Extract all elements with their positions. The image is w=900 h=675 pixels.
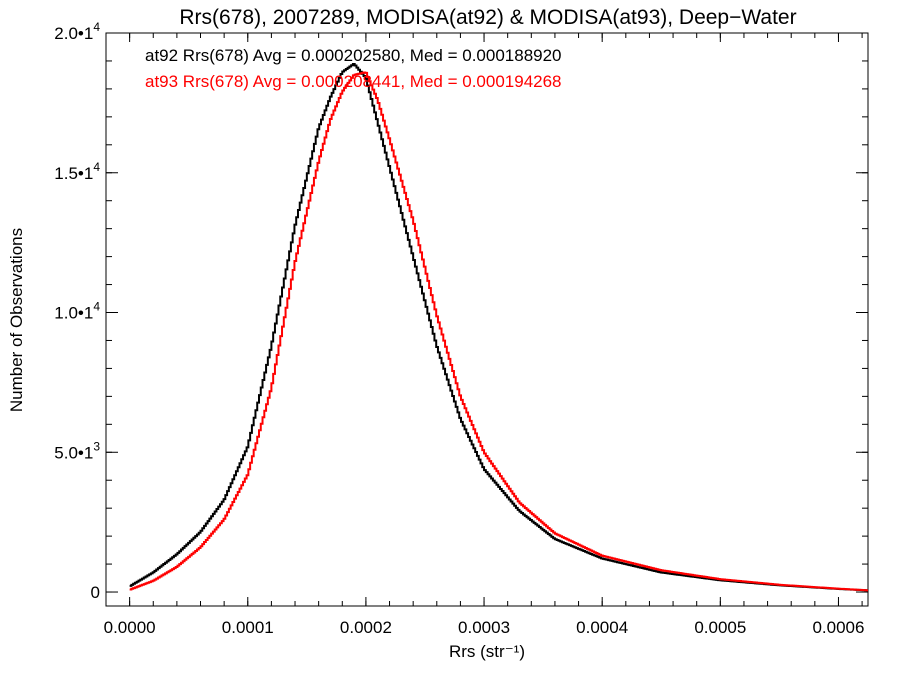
x-tick-label: 0.0001 (222, 618, 274, 637)
series-layer (129, 62, 868, 592)
y-tick-label: 1.0•14 (54, 300, 100, 323)
plot-frame (105, 32, 869, 607)
y-tick-label: 0 (91, 583, 100, 602)
x-tick-label: 0.0002 (340, 618, 392, 637)
plot-area (105, 32, 869, 607)
x-axis-label: Rrs (str⁻¹) (449, 642, 525, 661)
x-tick-label: 0.0004 (576, 618, 628, 637)
y-tick-label: 5.0•13 (54, 439, 100, 462)
annotation-at92: at92 Rrs(678) Avg = 0.000202580, Med = 0… (145, 46, 562, 65)
series-line-at92 (129, 62, 868, 592)
chart-title: Rrs(678), 2007289, MODISA(at92) & MODISA… (179, 6, 796, 29)
x-tick-label: 0.0003 (458, 618, 510, 637)
y-tick-label: 2.0•14 (54, 20, 100, 43)
x-tick-label: 0.0000 (104, 618, 156, 637)
x-tick-label: 0.0005 (694, 618, 746, 637)
axes-layer (106, 32, 868, 606)
y-tick-label: 1.5•14 (54, 160, 100, 183)
annotation-at93: at93 Rrs(678) Avg = 0.000208441, Med = 0… (145, 72, 562, 91)
x-tick-label: 0.0006 (812, 618, 864, 637)
series-line-at93 (129, 71, 868, 592)
labels-layer: 0.0000 0.0001 0.0002 0.0003 0.0004 0.0005 0.00… (54, 20, 864, 637)
y-axis-label: Number of Observations (7, 228, 26, 412)
